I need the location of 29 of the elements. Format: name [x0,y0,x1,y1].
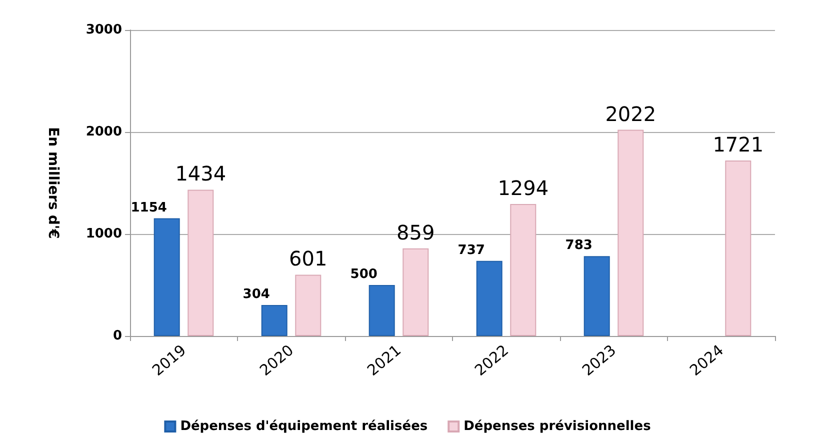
data-label: 783 [565,238,592,254]
bar [725,160,752,336]
data-label: 601 [289,246,328,271]
bar [295,274,322,336]
bar [402,248,429,336]
data-label: 1434 [175,162,226,186]
legend-label: Dépenses d'équipement réalisées [180,419,428,434]
y-tick-label: 1000 [86,226,122,242]
data-label: 1154 [130,200,167,216]
bar [584,256,610,336]
bar [188,190,214,336]
data-label: 500 [350,267,378,282]
y-axis-title: En milliers d'€ [45,127,61,239]
y-tick-label: 3000 [86,22,122,38]
data-label: 859 [396,220,435,244]
data-label: 2022 [605,102,656,126]
data-label: 1721 [712,132,764,156]
bar [154,218,180,336]
bar [510,204,536,336]
bar [368,285,395,336]
y-tick-label: 0 [112,328,122,344]
bar [618,130,644,336]
legend-label: Dépenses prévisionnelles [464,419,652,434]
data-label: 1294 [498,176,549,200]
y-tick-label: 2000 [86,124,122,140]
bar [476,260,502,336]
data-label: 304 [242,286,270,302]
data-label: 737 [458,242,485,258]
bar [261,304,288,336]
